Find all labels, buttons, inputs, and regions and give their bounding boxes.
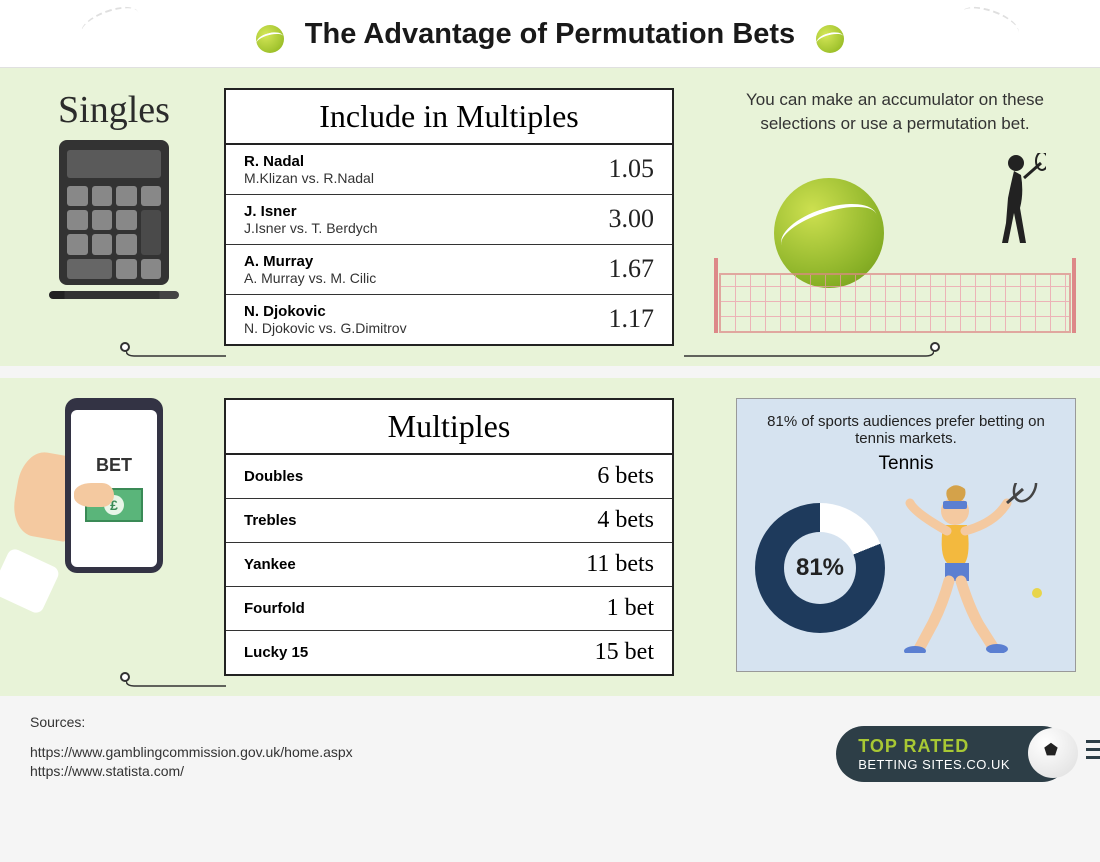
logo-line1: TOP RATED xyxy=(858,736,1010,757)
player-name: R. Nadal xyxy=(244,153,374,170)
stat-text: 81% of sports audiences prefer betting o… xyxy=(755,413,1057,447)
connector-line xyxy=(126,338,226,358)
connector-line xyxy=(126,668,226,688)
donut-chart: 81% xyxy=(755,503,885,633)
odds-row: N. Djokovic N. Djokovic vs. G.Dimitrov 1… xyxy=(226,295,672,344)
multiple-row: Fourfold 1 bet xyxy=(226,587,672,631)
multiple-name: Fourfold xyxy=(244,600,305,617)
page-title: The Advantage of Permutation Bets xyxy=(305,18,795,51)
tennis-net-icon xyxy=(714,258,1076,333)
player-name: J. Isner xyxy=(244,203,378,220)
bets-count: 6 bets xyxy=(597,463,654,490)
match-label: M.Klizan vs. R.Nadal xyxy=(244,170,374,186)
stat-card: 81% of sports audiences prefer betting o… xyxy=(736,398,1076,672)
source-link: https://www.gamblingcommission.gov.uk/ho… xyxy=(30,744,353,760)
bets-count: 11 bets xyxy=(586,551,654,578)
player-name: A. Murray xyxy=(244,253,376,270)
phone-column: BET £ xyxy=(24,398,204,598)
tennis-scene-illustration xyxy=(714,153,1076,343)
multiple-name: Doubles xyxy=(244,468,303,485)
source-link: https://www.statista.com/ xyxy=(30,763,353,779)
swoosh-decoration xyxy=(958,0,1023,44)
singles-label: Singles xyxy=(24,88,204,132)
bets-count: 15 bet xyxy=(595,639,654,666)
multiple-row: Lucky 15 15 bet xyxy=(226,631,672,674)
multiple-row: Yankee 11 bets xyxy=(226,543,672,587)
multiple-name: Yankee xyxy=(244,556,296,573)
multiple-row: Doubles 6 bets xyxy=(226,455,672,499)
sources-block: Sources: https://www.gamblingcommission.… xyxy=(30,714,353,782)
odds-value: 3.00 xyxy=(609,204,655,234)
footer: Sources: https://www.gamblingcommission.… xyxy=(0,696,1100,798)
top-panel: Singles Include in Multiples R. Nadal M.… xyxy=(0,68,1100,366)
include-card-title: Include in Multiples xyxy=(226,90,672,145)
tennis-ball-icon xyxy=(816,25,844,53)
multiples-card-title: Multiples xyxy=(226,400,672,455)
donut-percent: 81% xyxy=(796,554,844,582)
pen-icon xyxy=(49,291,179,299)
bet-label: BET xyxy=(96,455,132,476)
speed-lines-icon xyxy=(1086,740,1100,764)
odds-row: J. Isner J.Isner vs. T. Berdych 3.00 xyxy=(226,195,672,245)
odds-row: R. Nadal M.Klizan vs. R.Nadal 1.05 xyxy=(226,145,672,195)
swoosh-decoration xyxy=(78,0,143,44)
player-name: N. Djokovic xyxy=(244,303,407,320)
calculator-icon xyxy=(59,140,169,285)
multiple-row: Trebles 4 bets xyxy=(226,499,672,543)
match-label: N. Djokovic vs. G.Dimitrov xyxy=(244,320,407,336)
accumulator-text: You can make an accumulator on these sel… xyxy=(714,88,1076,136)
odds-value: 1.67 xyxy=(609,254,655,284)
multiple-name: Lucky 15 xyxy=(244,644,308,661)
stat-title: Tennis xyxy=(755,453,1057,475)
logo-line2: BETTING SITES.CO.UK xyxy=(858,757,1010,772)
singles-column: Singles xyxy=(24,88,204,299)
odds-value: 1.17 xyxy=(609,304,655,334)
right-info: You can make an accumulator on these sel… xyxy=(694,88,1076,344)
tennis-ball-icon xyxy=(256,25,284,53)
odds-value: 1.05 xyxy=(609,154,655,184)
soccer-ball-icon xyxy=(1028,728,1078,778)
odds-row: A. Murray A. Murray vs. M. Cilic 1.67 xyxy=(226,245,672,295)
include-multiples-card: Include in Multiples R. Nadal M.Klizan v… xyxy=(224,88,674,346)
sources-header: Sources: xyxy=(30,714,353,730)
phone-hand-illustration: BET £ xyxy=(34,398,194,598)
multiples-card: Multiples Doubles 6 bets Trebles 4 bets … xyxy=(224,398,674,676)
player-silhouette-icon xyxy=(976,153,1046,248)
bets-count: 4 bets xyxy=(597,507,654,534)
connector-line xyxy=(684,338,934,358)
header: The Advantage of Permutation Bets xyxy=(0,0,1100,68)
match-label: J.Isner vs. T. Berdych xyxy=(244,220,378,236)
tennis-player-icon xyxy=(895,483,1045,653)
multiple-name: Trebles xyxy=(244,512,297,529)
bets-count: 1 bet xyxy=(607,595,654,622)
match-label: A. Murray vs. M. Cilic xyxy=(244,270,376,286)
bottom-panel: BET £ Multiples Doubles 6 bets Trebles 4… xyxy=(0,378,1100,696)
brand-logo: TOP RATED BETTING SITES.CO.UK xyxy=(836,726,1070,782)
